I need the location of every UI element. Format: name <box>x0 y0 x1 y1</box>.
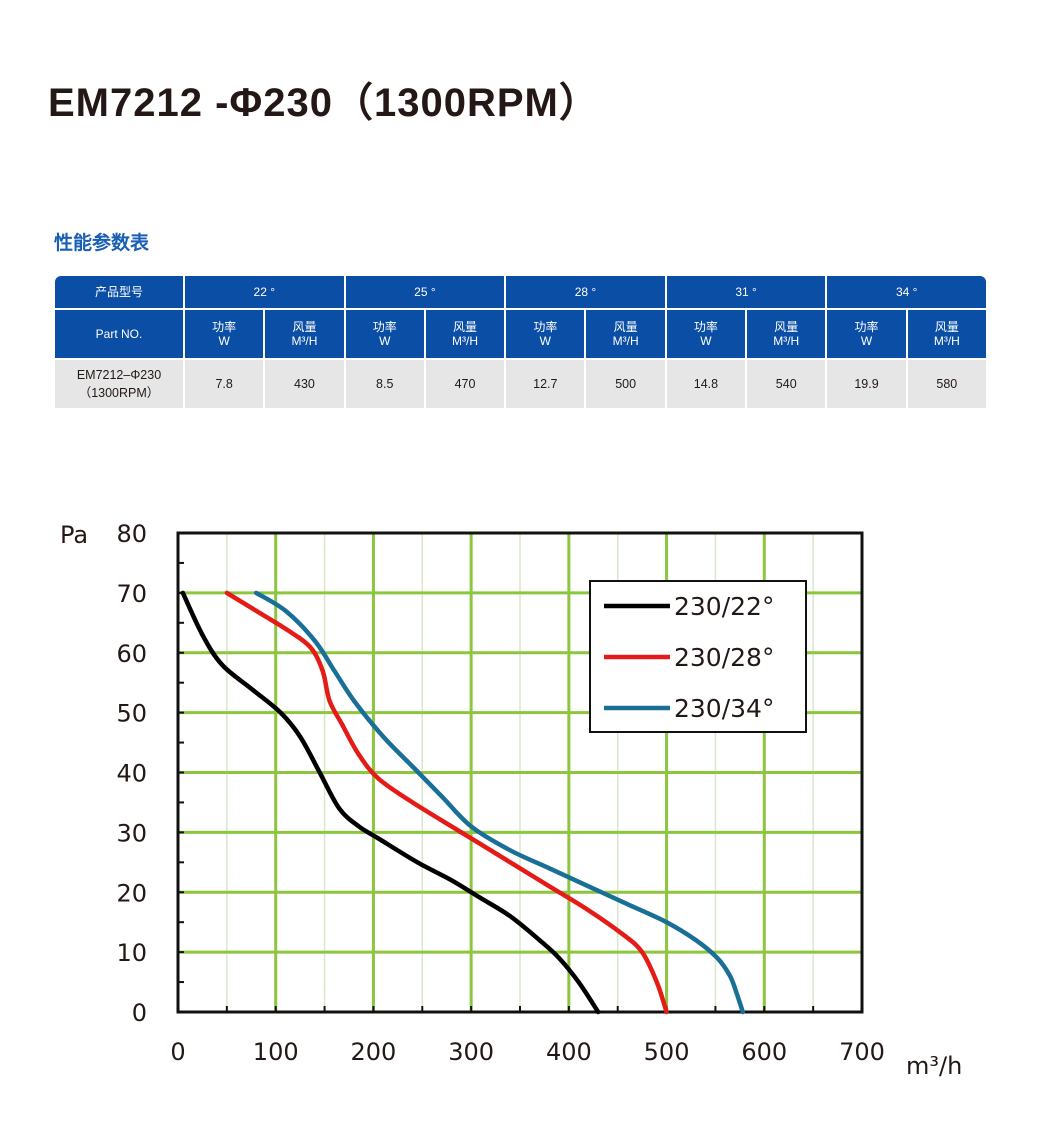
power-unit: W <box>218 334 230 348</box>
flow-header: 风量 M³/H <box>265 310 344 358</box>
x-tick-label: 500 <box>644 1038 690 1066</box>
angle-header: 28 ° <box>506 276 665 308</box>
part-speed: （1300RPM） <box>78 385 160 400</box>
power-unit: W <box>379 334 391 348</box>
y-tick-label: 30 <box>116 819 147 847</box>
angle-header: 22 ° <box>185 276 344 308</box>
x-tick-label: 300 <box>448 1038 494 1066</box>
angle-header: 34 ° <box>827 276 986 308</box>
flow-unit: M³/H <box>612 334 639 348</box>
header-row-units: Part NO. 功率 W 风量 M³/H 功率 W 风量 M³/H 功率 W 风量 M³/… <box>55 310 986 358</box>
flow-unit: M³/H <box>452 334 479 348</box>
power-label: 功率 <box>533 320 558 334</box>
power-header: 功率 W <box>185 310 264 358</box>
spec-table: 产品型号 22 ° 25 ° 28 ° 31 ° 34 ° Part NO. 功… <box>53 274 988 410</box>
x-tick-label: 600 <box>741 1038 787 1066</box>
y-tick-label: 50 <box>116 700 147 728</box>
x-tick-label: 700 <box>839 1038 885 1066</box>
power-header: 功率 W <box>827 310 906 358</box>
y-tick-label: 40 <box>116 760 147 788</box>
series-line-1 <box>180 590 601 1015</box>
legend-label: 230/34° <box>674 694 774 723</box>
flow-cell: 470 <box>425 360 505 408</box>
x-axis-label: m³/h <box>906 1052 962 1080</box>
power-label: 功率 <box>693 320 718 334</box>
power-label: 功率 <box>854 320 879 334</box>
flow-cell: 430 <box>265 360 344 408</box>
power-unit: W <box>539 334 551 348</box>
power-cell: 12.7 <box>506 360 585 408</box>
power-unit: W <box>860 334 873 348</box>
x-tick-label: 200 <box>351 1038 397 1066</box>
y-tick-label: 20 <box>116 879 147 907</box>
flow-header: 风量 M³/H <box>747 310 826 358</box>
power-unit: W <box>700 334 712 348</box>
y-tick-label: 10 <box>116 939 147 967</box>
flow-unit: M³/H <box>291 334 318 348</box>
flow-unit: M³/H <box>773 334 800 348</box>
flow-header: 风量 M³/H <box>907 310 986 358</box>
flow-label: 风量 <box>453 320 478 334</box>
table-row: EM7212–Φ230 （1300RPM） 7.8 430 8.5 470 12.… <box>55 360 986 408</box>
power-label: 功率 <box>372 320 397 334</box>
table-title: 性能参数表 <box>54 233 150 254</box>
flow-header: 风量 M³/H <box>425 310 505 358</box>
flow-header: 风量 M³/H <box>586 310 665 358</box>
y-axis-label: Pa <box>60 521 88 549</box>
x-tick-label: 100 <box>253 1038 299 1066</box>
y-tick-label: 0 <box>132 999 147 1027</box>
flow-label: 风量 <box>934 320 959 334</box>
power-cell: 14.8 <box>666 360 746 408</box>
power-header: 功率 W <box>666 310 746 358</box>
part-label: Part NO. <box>55 310 183 358</box>
part-number-cell: EM7212–Φ230 （1300RPM） <box>55 360 183 408</box>
flow-cell: 500 <box>586 360 665 408</box>
angle-header: 25 ° <box>345 276 505 308</box>
flow-label: 风量 <box>292 320 317 334</box>
series-line-2 <box>224 590 669 1015</box>
flow-label: 风量 <box>774 320 799 334</box>
header-row-angles: 产品型号 22 ° 25 ° 28 ° 31 ° 34 ° <box>55 276 986 308</box>
flow-cell: 580 <box>907 360 986 408</box>
x-tick-label: 400 <box>546 1038 592 1066</box>
x-tick-label: 0 <box>170 1038 185 1066</box>
performance-chart: 0 10 20 30 40 50 60 70 80 0 100 200 300 400 500 600 700 P… <box>60 520 962 1080</box>
power-cell: 19.9 <box>827 360 906 408</box>
angle-header: 31 ° <box>666 276 826 308</box>
y-tick-label: 80 <box>116 520 147 548</box>
power-cell: 8.5 <box>345 360 424 408</box>
power-cell: 7.8 <box>185 360 264 408</box>
y-tick-label: 70 <box>116 580 147 608</box>
power-header: 功率 W <box>506 310 585 358</box>
legend-label: 230/22° <box>674 592 774 621</box>
power-header: 功率 W <box>345 310 424 358</box>
product-label: 产品型号 <box>55 276 183 308</box>
series-line-3 <box>253 590 746 1015</box>
power-label: 功率 <box>212 320 237 334</box>
legend-label: 230/28° <box>674 643 774 672</box>
flow-unit: M³/H <box>933 334 960 348</box>
y-tick-label: 60 <box>116 640 147 668</box>
part-number: EM7212–Φ230 <box>76 367 162 382</box>
flow-label: 风量 <box>613 320 638 334</box>
flow-cell: 540 <box>747 360 826 408</box>
page-title: EM7212 -Φ230（1300RPM） <box>48 81 600 125</box>
